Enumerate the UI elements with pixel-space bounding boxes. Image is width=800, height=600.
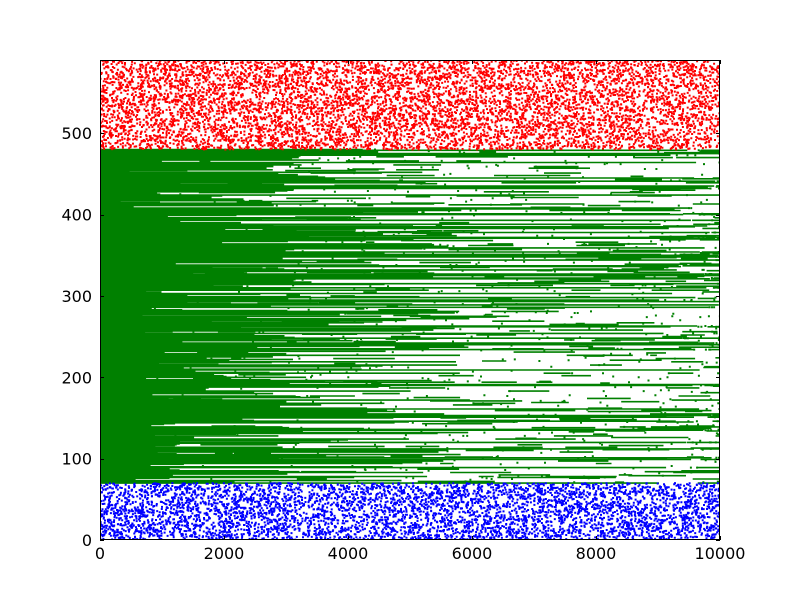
y-tick-label: 500 [61, 124, 92, 143]
x-tick-label: 6000 [452, 544, 493, 563]
x-tick-label: 2000 [204, 544, 245, 563]
x-tick-label: 0 [95, 544, 105, 563]
y-tick-label: 200 [61, 368, 92, 387]
y-tick-label: 100 [61, 450, 92, 469]
x-tick-label: 10000 [695, 544, 746, 563]
y-tick-label: 300 [61, 287, 92, 306]
y-tick-label: 0 [82, 531, 92, 550]
x-tick-label: 4000 [328, 544, 369, 563]
x-tick-label: 8000 [576, 544, 617, 563]
y-tick-label: 400 [61, 206, 92, 225]
